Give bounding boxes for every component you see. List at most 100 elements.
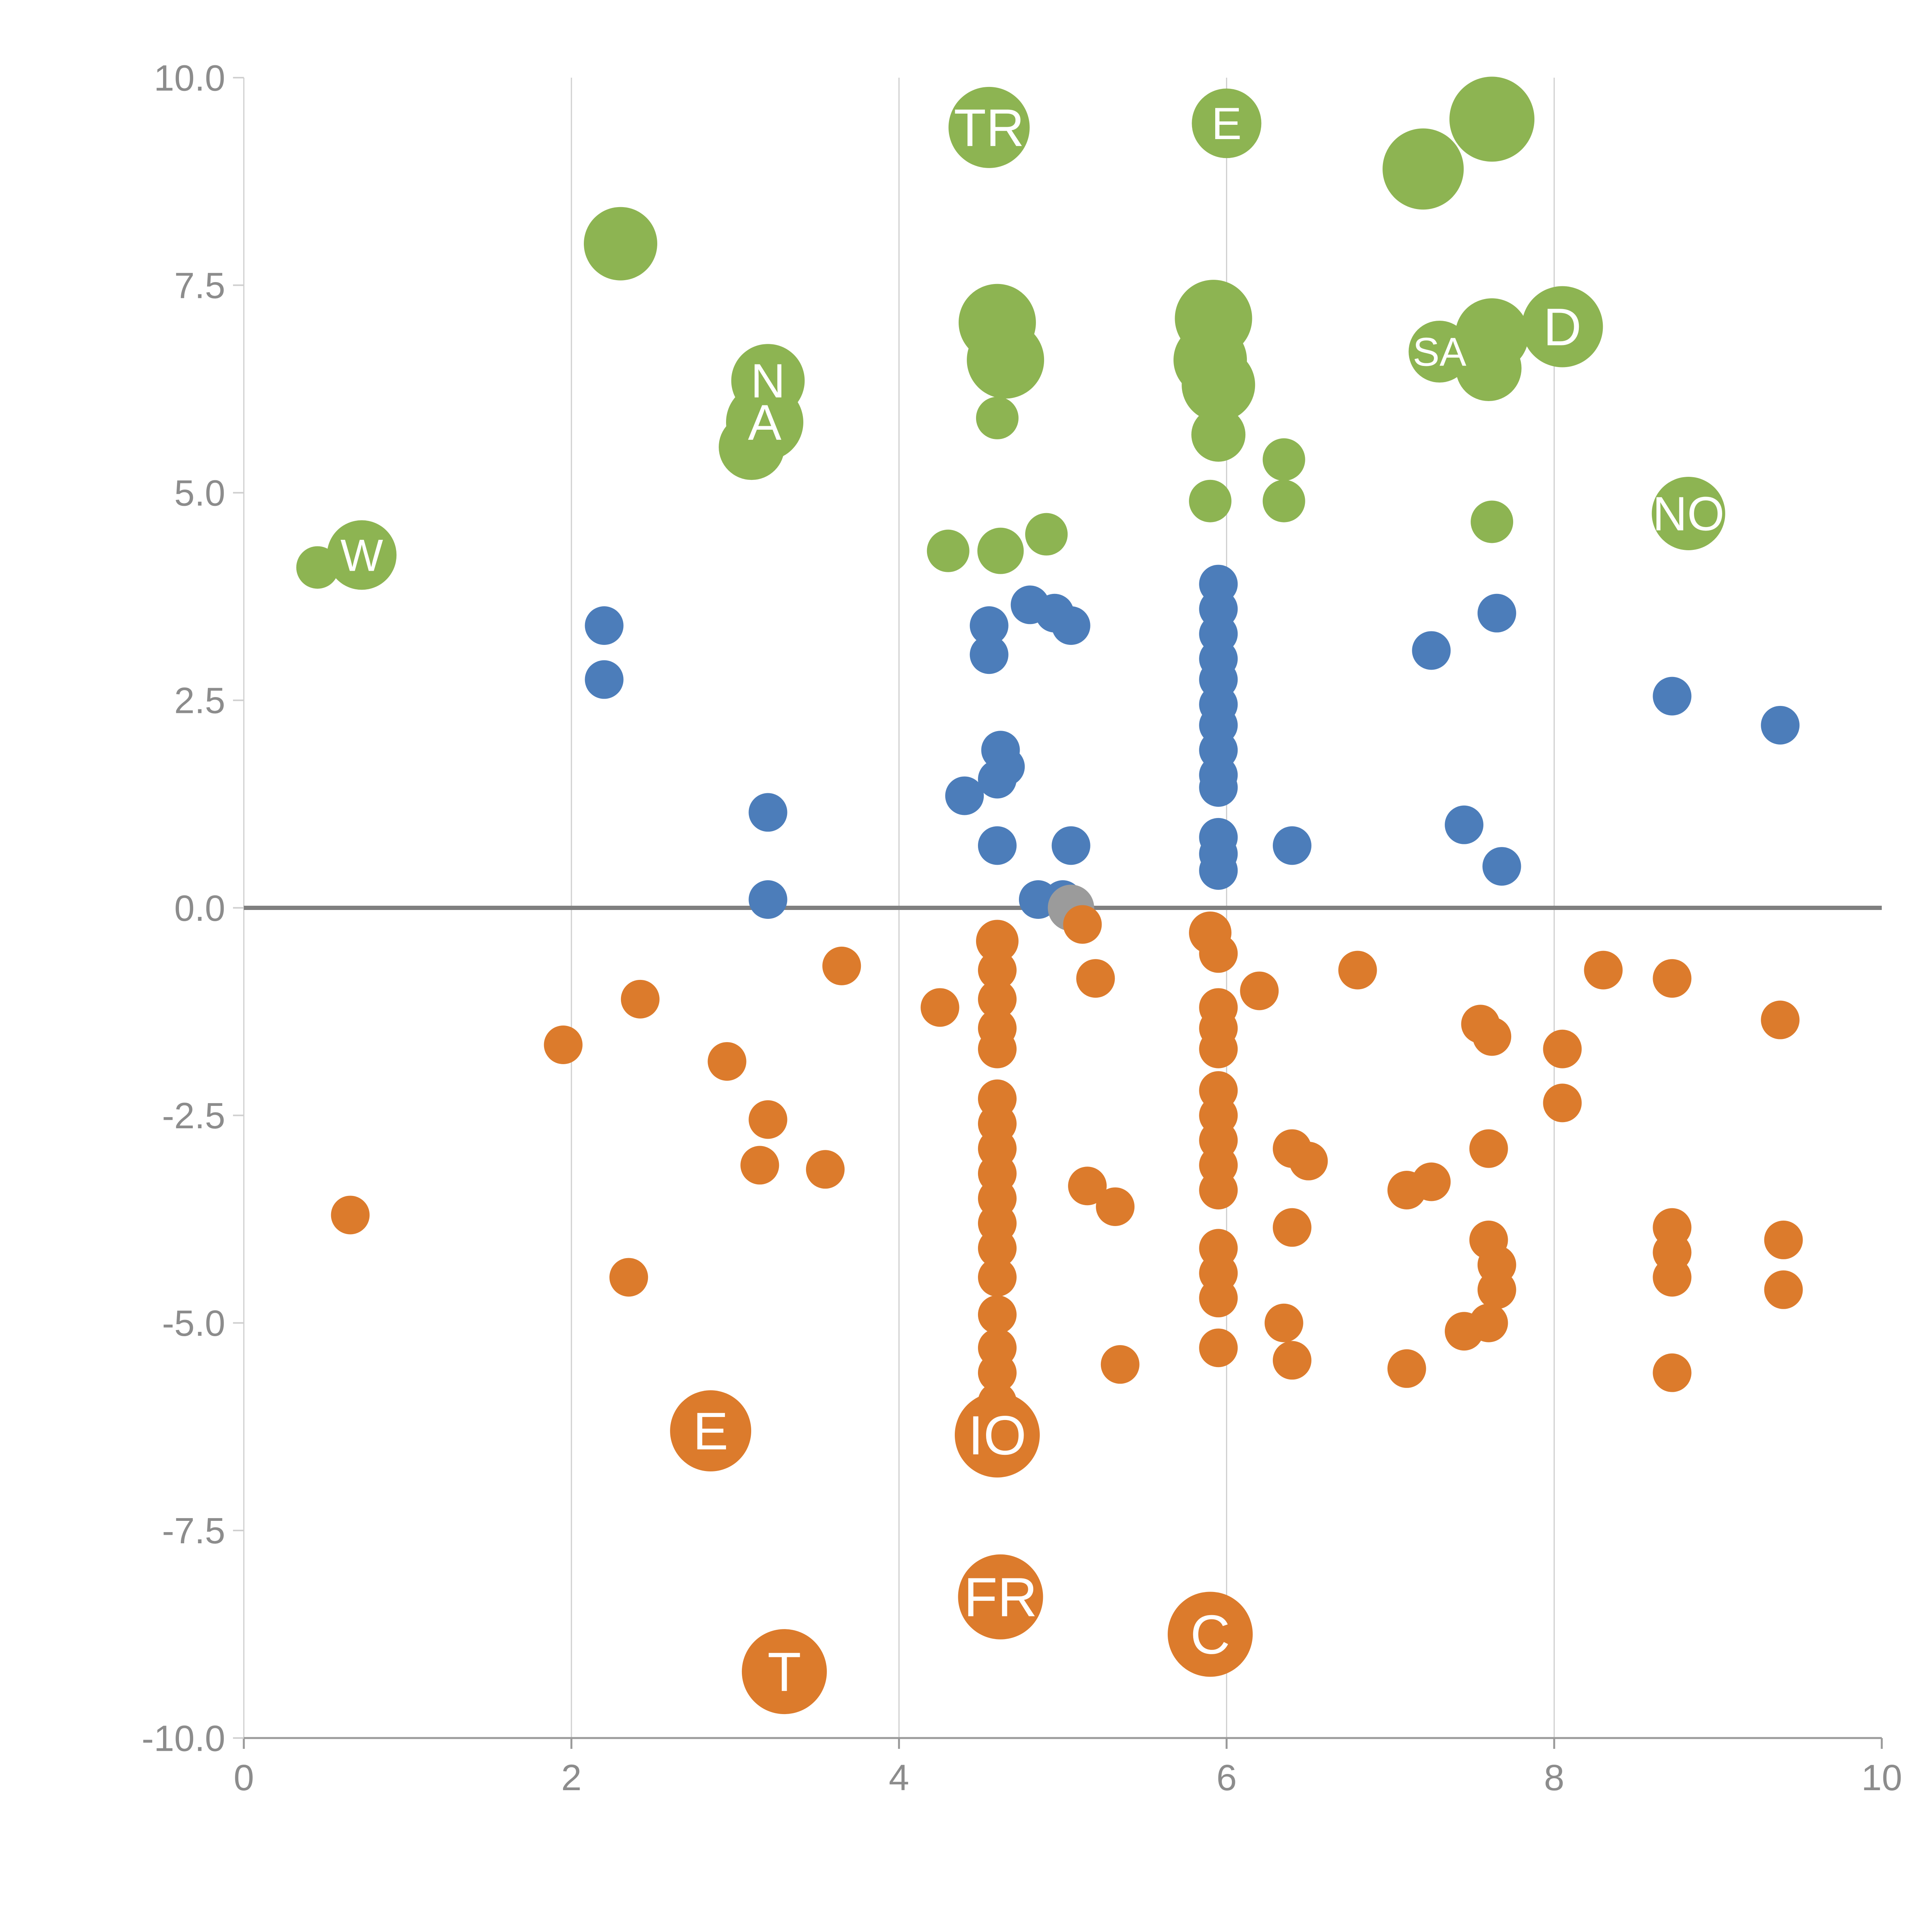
data-point-green <box>1262 438 1305 481</box>
data-point-blue <box>1199 851 1238 890</box>
bubble-label: E <box>693 1402 728 1461</box>
data-point-green <box>1522 286 1603 367</box>
data-point-green <box>977 527 1024 574</box>
data-point-orange <box>958 1554 1043 1639</box>
y-tick-label: 5.0 <box>174 473 225 514</box>
data-point-orange <box>978 1029 1017 1068</box>
bubble-label: N <box>751 355 786 408</box>
x-tick-label: 4 <box>889 1757 909 1798</box>
data-point-orange <box>1543 1083 1582 1122</box>
data-point-blue <box>585 606 624 645</box>
data-point-orange <box>978 1229 1017 1268</box>
data-point-orange <box>1338 951 1377 990</box>
data-point-orange <box>1289 1141 1328 1180</box>
data-point-green <box>1651 476 1725 550</box>
data-point-green <box>1262 480 1305 522</box>
data-point-orange <box>1469 1303 1508 1342</box>
data-point-orange <box>1653 959 1692 998</box>
data-point-orange <box>1068 1167 1107 1206</box>
data-point-blue <box>1199 768 1238 807</box>
data-point-blue <box>1653 677 1692 716</box>
x-tick-label: 2 <box>561 1757 582 1798</box>
data-point-blue <box>748 793 787 832</box>
data-point-blue <box>1445 805 1484 844</box>
data-point-orange <box>1653 1353 1692 1392</box>
y-tick-label: 7.5 <box>174 265 225 306</box>
data-point-green <box>583 207 657 281</box>
data-point-orange <box>740 1146 779 1185</box>
data-point-orange <box>1469 1129 1508 1168</box>
bubble-label: FR <box>964 1567 1037 1628</box>
bubble-label: IO <box>968 1405 1026 1466</box>
bubble-labels: W NA TR E SA D NO E T IO FR C <box>340 98 1725 1703</box>
y-tick-label: 2.5 <box>174 680 225 721</box>
data-point-orange <box>1764 1220 1803 1259</box>
data-point-orange <box>1063 905 1102 944</box>
x-tick-label: 0 <box>234 1757 254 1798</box>
data-point-orange <box>920 988 959 1027</box>
data-point-green <box>719 414 785 480</box>
data-point-green <box>1182 348 1255 422</box>
data-point-orange <box>1272 1341 1311 1380</box>
x-tick-label: 6 <box>1216 1757 1237 1798</box>
data-point-orange <box>1584 951 1623 990</box>
data-point-orange <box>978 1353 1017 1392</box>
data-point-green <box>967 321 1044 399</box>
bubble-label: D <box>1543 298 1582 357</box>
data-point-blue <box>978 760 1017 799</box>
data-point-orange <box>954 1392 1040 1478</box>
data-point-blue <box>1412 631 1451 670</box>
axes: 0 2 4 6 8 10 -10.0 -7.5 -5.0 -2.5 0.0 2.5 5.0 7.5 10.0 <box>141 58 1902 1798</box>
data-point-green <box>1471 500 1514 543</box>
x-tick-label: 10 <box>1861 1757 1902 1798</box>
bubble-label: T <box>767 1641 801 1703</box>
data-point-blue <box>969 606 1009 645</box>
y-tick-label: -10.0 <box>141 1718 225 1759</box>
y-tick-label: -5.0 <box>162 1303 225 1344</box>
data-point-blue <box>585 660 624 699</box>
data-point-orange <box>1653 1258 1692 1297</box>
bubble-label: TR <box>954 99 1024 158</box>
data-point-orange <box>1168 1592 1253 1677</box>
data-point-orange <box>544 1026 583 1065</box>
data-point-orange <box>1764 1270 1803 1309</box>
data-point-orange <box>670 1390 752 1472</box>
data-point-orange <box>978 951 1017 990</box>
data-point-orange <box>976 920 1019 963</box>
data-point-orange <box>748 1100 787 1139</box>
data-point-orange <box>1473 1017 1512 1056</box>
data-point-green <box>1456 335 1522 401</box>
data-point-orange <box>621 980 660 1019</box>
data-point-orange <box>1100 1345 1139 1384</box>
data-point-blue <box>748 880 787 919</box>
data-point-blue <box>978 826 1017 865</box>
data-point-green <box>327 520 397 590</box>
data-point-orange <box>1761 1000 1800 1039</box>
data-point-green <box>948 87 1030 168</box>
data-point-green <box>976 396 1019 439</box>
data-points <box>296 77 1803 1714</box>
data-point-orange <box>1264 1303 1303 1342</box>
bubble-label: W <box>340 530 383 580</box>
data-point-orange <box>1387 1349 1426 1388</box>
x-tick-label: 8 <box>1544 1757 1565 1798</box>
y-tick-label: -7.5 <box>162 1510 225 1551</box>
data-point-blue <box>969 635 1009 674</box>
data-point-blue <box>1477 594 1516 633</box>
data-point-green <box>1449 77 1535 162</box>
bubble-label: SA <box>1413 330 1466 374</box>
data-point-blue <box>1051 606 1090 645</box>
data-point-orange <box>1199 1328 1238 1367</box>
data-point-green <box>1025 513 1068 556</box>
data-point-orange <box>609 1258 648 1297</box>
data-point-orange <box>1076 959 1115 998</box>
bubble-label: C <box>1190 1604 1230 1665</box>
data-point-green <box>1383 128 1464 210</box>
data-point-green <box>1192 88 1262 158</box>
data-point-orange <box>742 1629 827 1714</box>
data-point-orange <box>978 1258 1017 1297</box>
data-point-orange <box>978 1295 1017 1334</box>
data-point-orange <box>1272 1208 1311 1247</box>
